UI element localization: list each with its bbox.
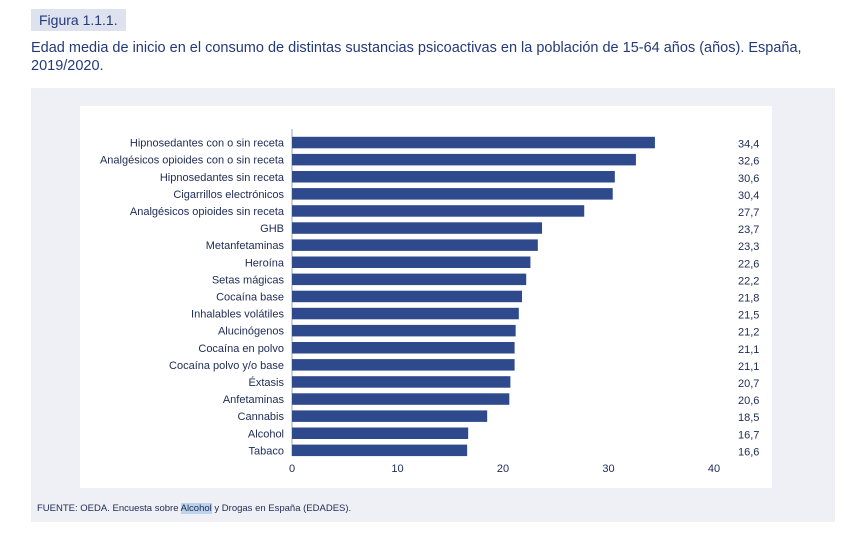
value-label: 21,8 — [738, 292, 759, 304]
bar — [292, 427, 469, 439]
value-label: 18,5 — [738, 412, 759, 424]
figure-label: Figura 1.1.1. — [31, 9, 126, 31]
category-label: Setas mágicas — [212, 274, 285, 286]
value-label: 30,6 — [738, 173, 759, 185]
category-label: Anfetaminas — [223, 394, 285, 406]
x-tick-label: 0 — [289, 463, 295, 475]
bar — [292, 171, 615, 183]
value-label: 21,1 — [738, 361, 759, 373]
category-label: Cigarrillos electrónicos — [173, 189, 284, 201]
bar-chart: Hipnosedantes con o sin receta 34,4 Analgé… — [100, 129, 759, 475]
chart-panel: Hipnosedantes con o sin receta 34,4 Analgé… — [31, 88, 835, 522]
value-label: 21,5 — [738, 310, 759, 322]
bar — [292, 410, 488, 422]
value-label: 22,6 — [738, 258, 759, 270]
bar — [292, 376, 511, 388]
category-label: Hipnosedantes con o sin receta — [130, 138, 285, 150]
category-label: Cocaína en polvo — [198, 343, 284, 355]
bar — [292, 222, 543, 234]
value-label: 21,2 — [738, 327, 759, 339]
bar — [292, 239, 538, 251]
value-label: 32,6 — [738, 156, 759, 168]
category-label: Cocaína base — [216, 291, 284, 303]
source-prefix: FUENTE: OEDA. Encuesta sobre — [37, 503, 181, 514]
value-label: 16,6 — [738, 446, 759, 458]
category-label: GHB — [260, 223, 284, 235]
value-label: 27,7 — [738, 207, 759, 219]
category-label: Metanfetaminas — [206, 240, 285, 252]
value-label: 22,2 — [738, 275, 759, 287]
value-label: 30,4 — [738, 190, 759, 202]
source-suffix: y Drogas en España (EDADES). — [211, 503, 352, 514]
source-note: FUENTE: OEDA. Encuesta sobre Alcohol y D… — [37, 503, 351, 514]
x-tick-label: 40 — [708, 463, 720, 475]
bar — [292, 256, 531, 268]
bar — [292, 444, 468, 457]
bar — [292, 342, 515, 354]
bar — [292, 205, 585, 217]
category-label: Éxtasis — [249, 376, 285, 389]
category-label: Analgésicos opioides sin receta — [130, 206, 285, 218]
bar — [292, 290, 522, 303]
value-label: 34,4 — [738, 139, 759, 151]
bar — [292, 136, 655, 149]
chart-area: Hipnosedantes con o sin receta 34,4 Analgé… — [80, 106, 772, 488]
x-tick-label: 10 — [391, 463, 403, 475]
bar — [292, 153, 636, 166]
bar — [292, 393, 510, 405]
bar — [292, 324, 516, 337]
source-highlight: Alcohol — [180, 503, 212, 514]
value-label: 20,7 — [738, 378, 759, 390]
x-tick-label: 30 — [602, 463, 614, 475]
value-label: 23,3 — [738, 241, 759, 253]
category-label: Tabaco — [249, 445, 284, 457]
category-label: Cocaína polvo y/o base — [169, 360, 284, 372]
category-label: Inhalables volátiles — [191, 309, 284, 321]
bar — [292, 359, 515, 371]
category-label: Cannabis — [238, 411, 285, 423]
bar — [292, 273, 527, 286]
category-label: Analgésicos opioides con o sin receta — [100, 155, 285, 167]
value-label: 21,1 — [738, 344, 759, 356]
figure-title: Edad media de inicio en el consumo de di… — [31, 40, 802, 74]
category-label: Alucinógenos — [218, 326, 285, 338]
x-tick-label: 20 — [497, 463, 509, 475]
value-label: 20,6 — [738, 395, 759, 407]
category-label: Heroína — [245, 257, 285, 269]
bar — [292, 188, 613, 200]
category-label: Hipnosedantes sin receta — [160, 172, 285, 184]
value-label: 23,7 — [738, 224, 759, 236]
value-label: 16,7 — [738, 429, 759, 441]
bar — [292, 307, 519, 320]
category-label: Alcohol — [248, 428, 284, 440]
